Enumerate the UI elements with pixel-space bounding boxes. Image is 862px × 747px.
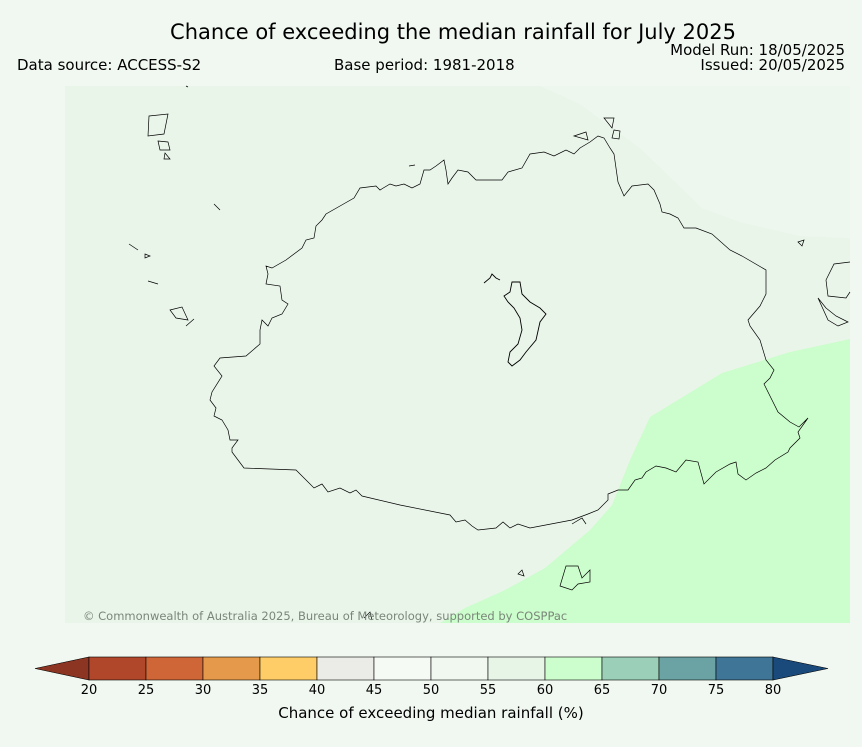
colorbar-tick-label: 30: [194, 683, 212, 698]
island-s-2: [517, 569, 525, 577]
colorbar-bin-60-65: [544, 656, 603, 681]
colorbar-bin-35-40: [259, 656, 318, 681]
island-w-3: [147, 280, 159, 285]
island-se-1: [571, 517, 587, 525]
island-nw-5: [185, 85, 189, 88]
colorbar-bin-20-25: [88, 656, 147, 681]
colorbar-label: Chance of exceeding median rainfall (%): [278, 704, 584, 722]
model-run-date: Model Run: 18/05/2025: [670, 41, 845, 59]
colorbar-bin-45-50: [373, 656, 432, 681]
colorbar-bin-50-55: [430, 656, 489, 681]
islet-inner-north: [483, 273, 501, 284]
colorbar: [34, 656, 829, 681]
island-ne-2: [603, 117, 615, 129]
colorbar-bin-75-80: [715, 656, 774, 681]
coastline-main-island: [209, 135, 809, 531]
island-nw-4: [213, 203, 221, 211]
colorbar-bin-30-35: [202, 656, 261, 681]
colorbar-bin-40-45: [316, 656, 375, 681]
probability-band-50-55: [540, 86, 850, 238]
colorbar-tick-label: 60: [536, 683, 554, 698]
data-source: Data source: ACCESS-S2: [17, 56, 202, 74]
colorbar-tick-label: 50: [422, 683, 440, 698]
colorbar-tick-label: 40: [308, 683, 326, 698]
island-w-4: [169, 306, 189, 321]
colorbar-bin-65-70: [601, 656, 660, 681]
colorbar-tick-label: 80: [764, 683, 782, 698]
colorbar-bin-25-30: [145, 656, 204, 681]
probability-band-60-65: [440, 339, 850, 623]
island-w-5: [185, 318, 195, 327]
colorbar-tick-label: 25: [137, 683, 155, 698]
island-s-3: [363, 611, 373, 621]
colorbar-bin-55-60: [487, 656, 546, 681]
island-ne-1: [572, 131, 589, 141]
colorbar-tick-label: 20: [80, 683, 98, 698]
colorbar-tick-label: 75: [707, 683, 725, 698]
colorbar-bin-70-75: [658, 656, 717, 681]
island-s-1: [559, 565, 591, 591]
colorbar-under-arrow: [34, 656, 90, 681]
island-ne-3: [611, 129, 621, 140]
island-n-1: [408, 164, 416, 167]
map-title: Chance of exceeding the median rainfall …: [170, 20, 736, 44]
colorbar-tick-label: 55: [479, 683, 497, 698]
island-e-2: [825, 261, 851, 299]
island-w-2: [144, 253, 151, 259]
copyright-notice: © Commonwealth of Australia 2025, Bureau…: [83, 609, 568, 623]
issued-date: Issued: 20/05/2025: [700, 56, 845, 74]
colorbar-tick-label: 70: [650, 683, 668, 698]
colorbar-tick-label: 65: [593, 683, 611, 698]
base-period: Base period: 1981-2018: [334, 56, 515, 74]
island-e-3: [817, 297, 849, 327]
colorbar-tick-label: 45: [365, 683, 383, 698]
island-e-1: [797, 239, 805, 247]
island-w-1: [128, 243, 139, 251]
island-nw-2: [157, 140, 171, 151]
colorbar-over-arrow: [772, 656, 829, 681]
coastline-inner-island: [503, 281, 547, 367]
island-nw-1: [147, 113, 169, 137]
rainfall-map: [128, 85, 851, 623]
island-nw-3: [163, 152, 171, 160]
colorbar-tick-label: 35: [251, 683, 269, 698]
